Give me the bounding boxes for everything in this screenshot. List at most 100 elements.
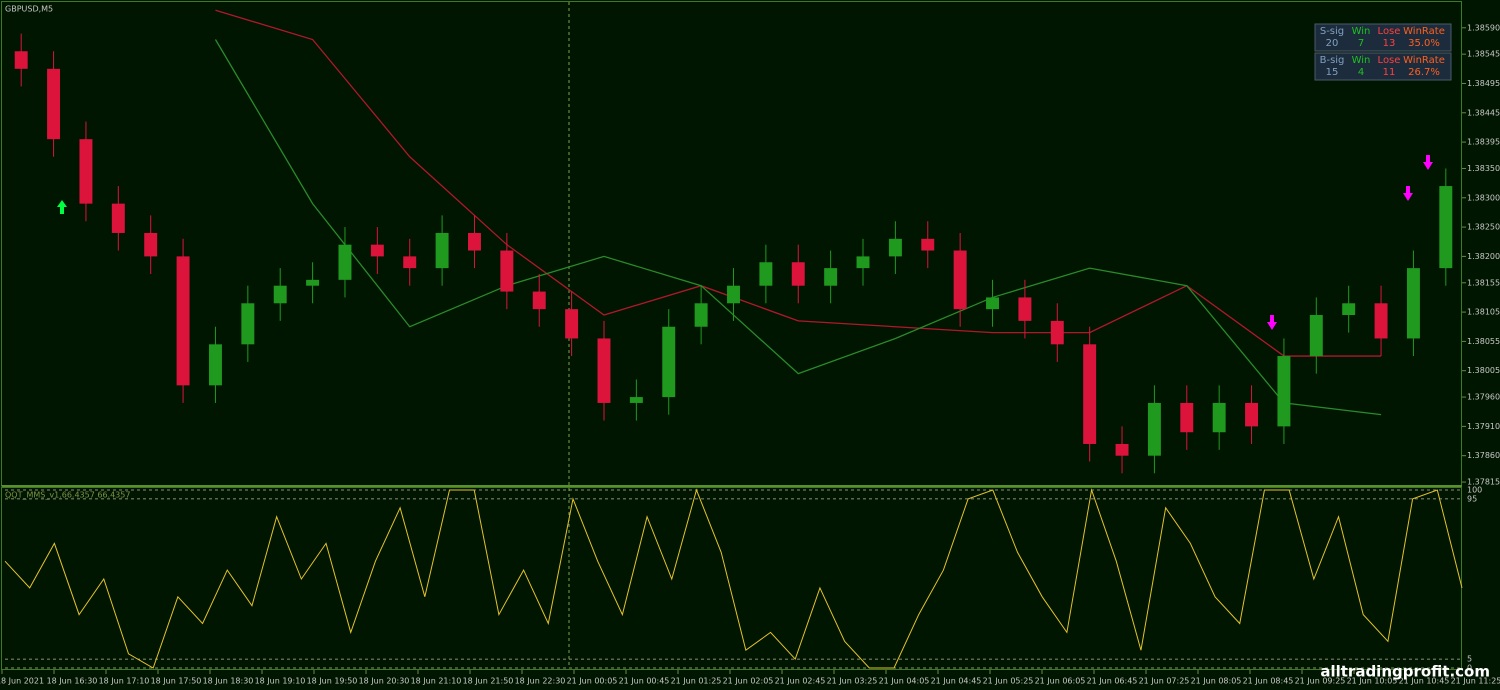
candle-body bbox=[597, 338, 611, 403]
candle-body bbox=[435, 232, 449, 269]
candle-body bbox=[953, 250, 967, 310]
x-tick-label: 21 Jun 00:45 bbox=[619, 677, 670, 686]
candle-body bbox=[241, 303, 255, 345]
candle-body bbox=[888, 238, 902, 257]
y-tick-label: 1.38105 bbox=[1467, 308, 1500, 317]
candle-body bbox=[79, 139, 93, 204]
x-tick-label: 21 Jun 05:25 bbox=[983, 677, 1034, 686]
table-cell: Win bbox=[1352, 55, 1371, 66]
x-tick-label: 18 Jun 2021 bbox=[0, 677, 44, 686]
candle-body bbox=[370, 244, 384, 257]
candle-body bbox=[208, 344, 222, 386]
candle-body bbox=[1245, 402, 1259, 427]
cloud-span bbox=[214, 39, 1382, 416]
y-tick-label: 1.38155 bbox=[1467, 278, 1500, 287]
y-tick-label: 1.38395 bbox=[1467, 138, 1500, 147]
candle-body bbox=[824, 268, 838, 286]
candle-body bbox=[791, 262, 805, 286]
osc-panel-border bbox=[1, 487, 1462, 670]
candle-body bbox=[1180, 402, 1194, 433]
x-tick-label: 21 Jun 04:05 bbox=[879, 677, 930, 686]
candle-body bbox=[727, 285, 740, 304]
candle-body bbox=[111, 203, 125, 233]
table-cell: Lose bbox=[1378, 55, 1401, 66]
candle-body bbox=[306, 279, 320, 286]
candle-body bbox=[14, 51, 28, 69]
table-cell: 13 bbox=[1383, 38, 1396, 49]
x-tick-label: 18 Jun 19:10 bbox=[255, 677, 306, 686]
y-tick-label: 100 bbox=[1467, 486, 1482, 495]
indicator-label: QQT_MMS_v1.66.4357 66.4357 bbox=[5, 491, 130, 500]
x-tick-label: 18 Jun 22:30 bbox=[515, 677, 566, 686]
x-tick-label: 21 Jun 10:05 bbox=[1347, 677, 1398, 686]
candle-body bbox=[176, 256, 190, 386]
candle-body bbox=[1406, 268, 1420, 339]
candle-body bbox=[1212, 402, 1226, 433]
x-tick-label: 18 Jun 18:30 bbox=[203, 677, 254, 686]
candle-body bbox=[468, 232, 481, 251]
candle-body bbox=[565, 309, 579, 339]
x-tick-label: 21 Jun 06:05 bbox=[1035, 677, 1086, 686]
table-cell: 35.0% bbox=[1408, 38, 1440, 49]
x-tick-label: 21 Jun 06:45 bbox=[1087, 677, 1138, 686]
y-tick-label: 95 bbox=[1467, 494, 1477, 503]
candle-body bbox=[1083, 344, 1097, 444]
candle-body bbox=[1147, 402, 1161, 456]
table-cell: 11 bbox=[1383, 67, 1396, 78]
x-tick-label: 21 Jun 02:45 bbox=[775, 677, 826, 686]
candle-body bbox=[1018, 297, 1032, 321]
y-tick-label: 1.37815 bbox=[1467, 478, 1500, 487]
table-cell: Win bbox=[1352, 26, 1371, 37]
y-tick-label: 1.38495 bbox=[1467, 79, 1500, 88]
sell-arrow bbox=[1423, 155, 1433, 170]
y-tick-label: 1.37910 bbox=[1467, 422, 1500, 431]
y-tick-label: 1.38005 bbox=[1467, 366, 1500, 375]
candle-body bbox=[629, 397, 643, 403]
x-tick-label: 18 Jun 21:10 bbox=[411, 677, 462, 686]
sell-arrow bbox=[1267, 315, 1277, 330]
table-cell: WinRate bbox=[1403, 55, 1445, 66]
candle-body bbox=[532, 291, 546, 310]
y-tick-label: 1.38445 bbox=[1467, 108, 1500, 117]
candle-body bbox=[759, 262, 773, 286]
x-tick-label: 21 Jun 08:45 bbox=[1243, 677, 1294, 686]
y-tick-label: 1.38350 bbox=[1467, 164, 1500, 173]
table-cell: WinRate bbox=[1403, 26, 1445, 37]
y-tick-label: 1.38300 bbox=[1467, 193, 1500, 202]
candle-body bbox=[403, 256, 417, 269]
table-cell: S-sig bbox=[1320, 26, 1344, 37]
candle-body bbox=[1439, 186, 1453, 269]
candle-body bbox=[338, 244, 352, 280]
x-tick-label: 18 Jun 21:50 bbox=[463, 677, 514, 686]
x-tick-label: 21 Jun 01:25 bbox=[671, 677, 722, 686]
x-tick-label: 18 Jun 17:50 bbox=[151, 677, 202, 686]
x-tick-label: 18 Jun 19:50 bbox=[307, 677, 358, 686]
y-tick-label: 1.38055 bbox=[1467, 337, 1500, 346]
watermark: alltradingprofit.com bbox=[1320, 663, 1490, 681]
y-tick-label: 5 bbox=[1467, 655, 1472, 664]
x-tick-label: 21 Jun 02:05 bbox=[723, 677, 774, 686]
candle-body bbox=[1342, 303, 1356, 316]
candle-body bbox=[694, 303, 708, 327]
table-block bbox=[1314, 52, 1452, 81]
table-cell: 26.7% bbox=[1408, 67, 1440, 78]
sell-arrow bbox=[1403, 186, 1413, 201]
table-cell: B-sig bbox=[1320, 55, 1345, 66]
y-tick-label: 1.38545 bbox=[1467, 50, 1500, 59]
oscillator-line bbox=[4, 488, 1463, 669]
table-block bbox=[1314, 23, 1452, 52]
candle-body bbox=[500, 250, 514, 292]
candle-body bbox=[273, 285, 287, 304]
buy-arrow bbox=[57, 200, 67, 214]
table-cell: Lose bbox=[1378, 26, 1401, 37]
candle-body bbox=[662, 326, 676, 398]
candle-body bbox=[144, 232, 158, 257]
candle-body bbox=[986, 297, 999, 310]
y-tick-label: 0 bbox=[1467, 664, 1472, 673]
table-cell: 20 bbox=[1326, 38, 1339, 49]
x-tick-label: 18 Jun 17:10 bbox=[99, 677, 150, 686]
